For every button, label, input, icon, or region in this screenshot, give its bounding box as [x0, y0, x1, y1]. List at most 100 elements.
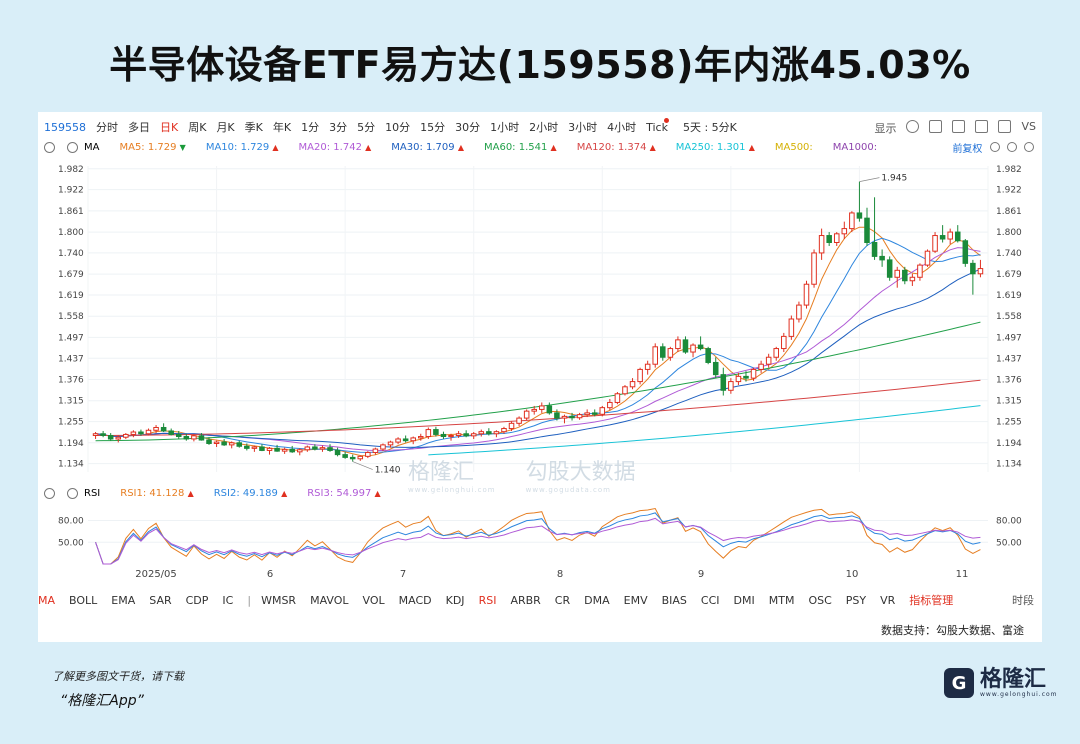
timeframe-17[interactable]: Tick [646, 121, 668, 134]
candle-body [629, 381, 636, 388]
indicator-dmi[interactable]: DMI [733, 593, 755, 607]
indicator-macd[interactable]: MACD [398, 593, 432, 607]
candle-body [939, 235, 946, 240]
vs-button[interactable]: VS [1021, 120, 1036, 133]
info-icon[interactable] [1006, 142, 1017, 152]
settings-icon[interactable] [906, 120, 920, 133]
ma-legend-4: MA60: 1.541 ▲ [483, 141, 557, 153]
timeframe-11[interactable]: 15分 [420, 121, 446, 134]
indicator-osc[interactable]: OSC [808, 593, 832, 607]
timeframe-15[interactable]: 3小时 [568, 121, 598, 134]
indicator-ma[interactable]: MA [38, 593, 56, 607]
candle-body [531, 408, 537, 412]
x-tick-label: 7 [399, 569, 407, 580]
layout-icon[interactable] [929, 120, 943, 133]
indicator-sar[interactable]: SAR [149, 593, 172, 607]
footer-promo: 了解更多图文干货，请下载 [52, 670, 184, 683]
timeframe-16[interactable]: 4小时 [607, 121, 637, 134]
candle-body [728, 381, 734, 391]
candle-body [92, 433, 99, 436]
indicator-kdj[interactable]: KDJ [445, 593, 465, 607]
timeframe-8[interactable]: 3分 [329, 121, 348, 134]
candle-body [750, 368, 757, 379]
candle-body [130, 431, 137, 435]
security-code[interactable]: 159558 [44, 120, 86, 134]
x-tick-label: 11 [955, 569, 969, 580]
period-button[interactable]: 时段 [1012, 594, 1034, 607]
indicator-wmsr[interactable]: WMSR [261, 593, 297, 607]
candle-body [236, 442, 243, 447]
indicator-ic[interactable]: IC [222, 593, 234, 607]
x-tick-label: 6 [266, 569, 274, 580]
timeframe-5[interactable]: 季K [244, 121, 263, 134]
rsi-chart: 80.00 80.00 50.00 50.00 [58, 507, 1022, 565]
timeframe-0[interactable]: 分时 [96, 121, 118, 134]
indicator-mtm[interactable]: MTM [768, 593, 795, 607]
y-tick-right: 1.558 [996, 312, 1022, 322]
ma-line-250 [428, 405, 981, 456]
timeframe-3[interactable]: 周K [188, 121, 207, 134]
candle-body [546, 405, 553, 414]
indicator-emv[interactable]: EMV [623, 593, 648, 607]
candle-body [841, 228, 848, 235]
candle-body [312, 446, 318, 450]
timeframe-6[interactable]: 年K [272, 121, 292, 134]
timeframe-7[interactable]: 1分 [301, 121, 320, 134]
candle-body [622, 386, 628, 395]
rsi-settings-icon[interactable] [44, 487, 55, 499]
x-tick-label: 9 [697, 569, 705, 580]
timeframe-1[interactable]: 多日 [128, 121, 150, 134]
candle-body [145, 429, 152, 435]
indicator-vr[interactable]: VR [880, 593, 896, 607]
ma-close-icon[interactable] [67, 141, 78, 153]
adjust-mode-label[interactable]: 前复权 [952, 144, 983, 155]
indicator-mavol[interactable]: MAVOL [310, 593, 349, 607]
timeframe-18[interactable]: 5天 : 5分K [682, 121, 737, 134]
indicator-bar: MA BOLL EMA SAR CDP IC | WMSR MAVOL VOL MACD KDJ RSI… [38, 590, 1042, 610]
timeframe-4[interactable]: 月K [216, 121, 235, 134]
y-tick-left: 1.134 [58, 460, 84, 470]
draw-icon[interactable] [975, 120, 989, 133]
minus-icon[interactable] [989, 142, 1000, 152]
camera-icon[interactable] [952, 120, 966, 133]
indicator-rsi[interactable]: RSI [478, 593, 497, 607]
y-tick-right: 1.800 [996, 228, 1022, 238]
indicator-bias[interactable]: BIAS [661, 593, 687, 607]
timeframe-9[interactable]: 5分 [357, 121, 376, 134]
candle-body [690, 344, 696, 353]
indicator-psy[interactable]: PSY [845, 593, 867, 607]
candle-body [100, 433, 106, 436]
timeframe-2[interactable]: 日K [160, 121, 179, 134]
fullscreen-icon[interactable] [998, 120, 1012, 133]
candle-body [811, 252, 817, 285]
candle-body [175, 433, 182, 438]
timeframe-10[interactable]: 10分 [385, 121, 411, 134]
candle-body [705, 348, 711, 363]
timeframe-12[interactable]: 30分 [455, 121, 481, 134]
indicator-cdp[interactable]: CDP [185, 593, 209, 607]
candle-body [569, 415, 575, 419]
rsi-close-icon[interactable] [67, 487, 78, 499]
indicator-arbr[interactable]: ARBR [510, 593, 541, 607]
indicator-cci[interactable]: CCI [700, 593, 720, 607]
indicator-ema[interactable]: EMA [111, 593, 136, 607]
indicator-boll[interactable]: BOLL [69, 593, 98, 607]
indicator-dma[interactable]: DMA [584, 593, 610, 607]
logo-wordmark: 格隆汇 www.gelonghui.com [980, 666, 1058, 698]
candle-body [425, 429, 432, 438]
plus-icon[interactable] [1024, 142, 1034, 152]
indicator-vol[interactable]: VOL [362, 593, 385, 607]
indicator-manager-button[interactable]: 指标管理 [909, 594, 954, 607]
candle-body [561, 415, 568, 419]
y-tick-left: 1.922 [58, 186, 84, 196]
candle-body [682, 339, 689, 353]
timeframe-13[interactable]: 1小时 [490, 121, 520, 134]
display-button[interactable]: 显示 [874, 122, 897, 135]
candle-body [395, 438, 401, 443]
adjust-mode[interactable]: 前复权 [952, 140, 1034, 155]
indicator-cr[interactable]: CR [554, 593, 571, 607]
ma-settings-icon[interactable] [44, 141, 55, 153]
timeframe-14[interactable]: 2小时 [529, 121, 559, 134]
candle-body [796, 304, 802, 320]
rsi-line-12 [95, 512, 981, 565]
